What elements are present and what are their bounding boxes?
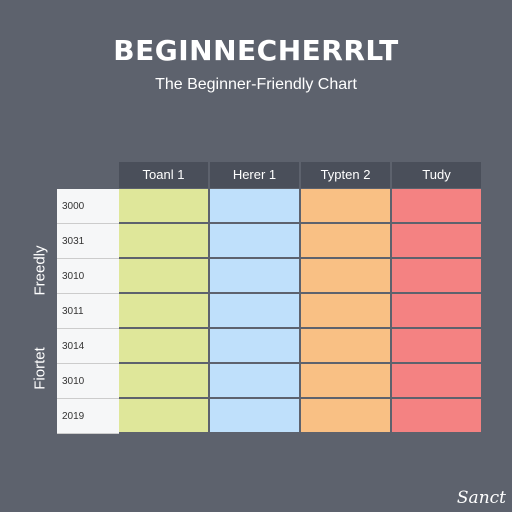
- chart-table: Toanl 1 Herer 1 Typten 2 Tudy 3000 3031 3010 30…: [57, 162, 484, 438]
- column-header-1: Toanl 1: [119, 162, 210, 188]
- table-cell-r5-c2: [210, 329, 301, 364]
- row-label-2: 3031: [57, 224, 119, 259]
- table-cell-r3-c1: [119, 259, 210, 294]
- column-header-4: Tudy: [392, 162, 483, 188]
- table-cell-r5-c4: [392, 329, 483, 364]
- table-cell-r1-c3: [301, 189, 392, 224]
- table-cell-r7-c4: [392, 399, 483, 434]
- chart-subtitle: The Beginner-Friendly Chart: [155, 76, 357, 93]
- column-header-3: Typten 2: [301, 162, 392, 188]
- row-label-3: 3010: [57, 259, 119, 294]
- chart-title: BEGINNECHERRLT: [113, 34, 399, 67]
- table-cell-r4-c3: [301, 294, 392, 329]
- table-cell-r6-c3: [301, 364, 392, 399]
- column-header-2: Herer 1: [210, 162, 301, 188]
- table-cell-r3-c2: [210, 259, 301, 294]
- table-cell-r6-c4: [392, 364, 483, 399]
- table-cell-r2-c2: [210, 224, 301, 259]
- table-cell-r7-c1: [119, 399, 210, 434]
- row-label-5: 3014: [57, 329, 119, 364]
- table-cell-r6-c2: [210, 364, 301, 399]
- table-cell-r3-c4: [392, 259, 483, 294]
- table-cell-r1-c2: [210, 189, 301, 224]
- table-cell-r5-c1: [119, 329, 210, 364]
- table-cell-r4-c4: [392, 294, 483, 329]
- table-cell-r6-c1: [119, 364, 210, 399]
- table-cell-r2-c4: [392, 224, 483, 259]
- row-label-6: 3010: [57, 364, 119, 399]
- row-label-7: 2019: [57, 399, 119, 434]
- table-cell-r4-c2: [210, 294, 301, 329]
- row-label-1: 3000: [57, 189, 119, 224]
- table-cell-r7-c3: [301, 399, 392, 434]
- table-cell-r7-c2: [210, 399, 301, 434]
- table-cell-r5-c3: [301, 329, 392, 364]
- table-cell-r1-c1: [119, 189, 210, 224]
- side-label-bottom: Fiortet: [31, 347, 49, 390]
- table-cell-r2-c3: [301, 224, 392, 259]
- row-label-4: 3011: [57, 294, 119, 329]
- side-label-top: Freedly: [31, 245, 49, 296]
- table-cell-r1-c4: [392, 189, 483, 224]
- table-cell-r3-c3: [301, 259, 392, 294]
- table-cell-r2-c1: [119, 224, 210, 259]
- table-cell-r4-c1: [119, 294, 210, 329]
- signature: Sanct: [456, 488, 506, 508]
